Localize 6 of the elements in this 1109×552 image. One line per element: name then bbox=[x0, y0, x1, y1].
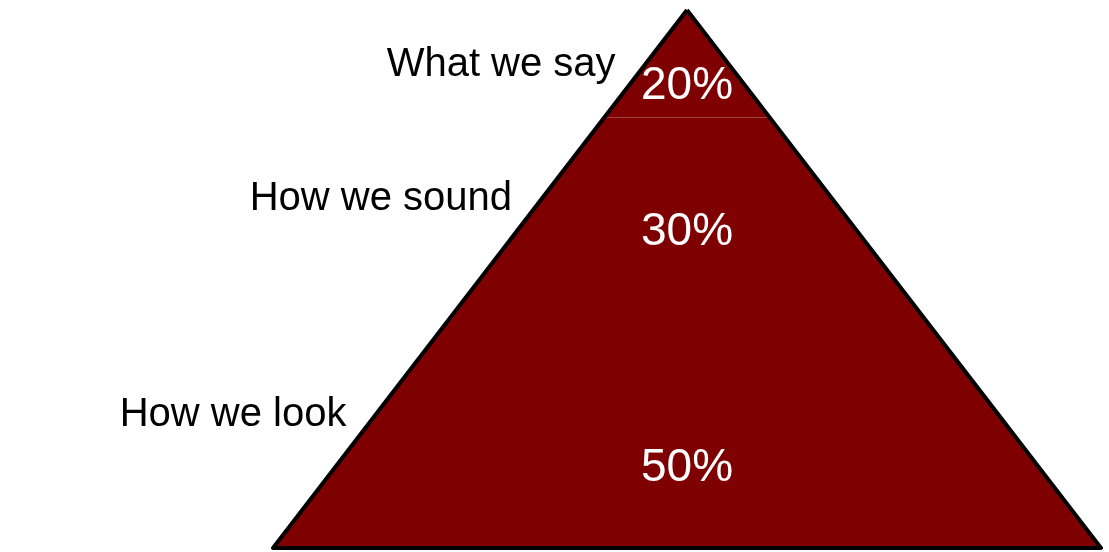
data-label: 30% bbox=[640, 202, 734, 255]
category-label: How we look bbox=[119, 389, 348, 434]
data-label: 20% bbox=[640, 57, 734, 110]
data-label: 50% bbox=[640, 439, 734, 492]
category-label: What we say bbox=[386, 39, 616, 84]
category-label: How we sound bbox=[249, 174, 513, 219]
